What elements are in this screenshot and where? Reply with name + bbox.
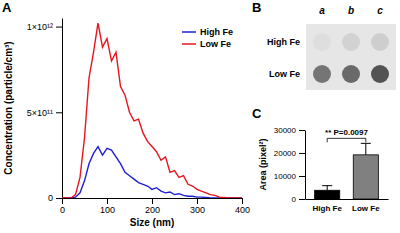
tick-mark [56,112,62,113]
blot-dot [313,65,331,83]
axis-line [305,131,306,200]
panel-letter: B [252,0,261,15]
tick-label: 0 [48,193,53,203]
tick-label: 400 [235,205,250,215]
blot-dots [313,33,389,83]
plot-lines [62,23,242,198]
axis-line [306,199,389,200]
blot-dot [371,33,389,51]
legend: High Fe Low Fe [182,27,233,49]
bar [353,155,378,199]
panel-letter: A [2,0,12,15]
axis-line [62,19,63,199]
tick: 200 [145,198,160,215]
tick-label: 5×10¹¹ [27,108,53,118]
tick: 300 [190,198,205,215]
blot-dot [342,33,360,51]
annotation: ** P=0.0097 [325,128,368,137]
figure: A 0 100 200 300 400 0 5×10¹¹ 1×10¹² Size (nm) Conc… [0,0,400,233]
plot-bars [315,143,379,199]
significance-bracket [327,138,366,142]
tick-mark [242,198,243,204]
y-axis: 0 10000 20000 30000 [274,126,306,204]
tick-label: 20000 [274,149,297,158]
tick-label: 200 [145,205,160,215]
tick-label: 300 [190,205,205,215]
column-label: c [377,5,383,16]
blot-dot [313,33,331,51]
line [62,23,242,198]
panel-c: C 0 10000 20000 30000 High Fe Low Fe Area (pixe… [252,106,389,213]
y-axis: 0 5×10¹¹ 1×10¹² [27,19,63,204]
column-label: a [319,5,325,16]
error-bar [322,186,332,191]
tick-mark [152,198,153,204]
y-axis-title: Concentration (particle/cm³) [3,41,14,174]
tick-label: High Fe [313,204,343,213]
tick: 30000 [274,126,305,135]
tick: High Fe [313,199,343,213]
column-label: b [348,5,354,16]
y-axis-title: Area (pixel²) [258,138,268,190]
tick-mark [62,198,63,204]
legend-swatch [182,31,196,33]
legend-label: Low Fe [200,39,231,49]
bar [315,190,340,199]
tick: 0 [48,193,62,203]
blot-dot [371,65,389,83]
tick-mark [299,130,305,131]
panel-a: A 0 100 200 300 400 0 5×10¹¹ 1×10¹² Size (nm) Conc… [2,0,250,228]
line [62,147,242,198]
panel-letter: C [252,106,262,121]
row-label: High Fe [267,37,300,47]
tick: 0 [292,195,305,204]
blot-dot [342,65,360,83]
tick-label: Low Fe [352,204,380,213]
row-label: Low Fe [269,69,300,79]
tick-mark [299,199,305,200]
tick-mark [56,27,62,28]
tick-label: 1×10¹² [27,22,53,32]
tick-label: 10000 [274,172,297,181]
error-bar [361,143,371,155]
tick: 10000 [274,172,305,181]
tick-label: 30000 [274,126,297,135]
x-axis: High Fe Low Fe [306,199,389,213]
tick-mark [299,153,305,154]
tick-label: 0 [292,195,297,204]
x-axis-title: Size (nm) [130,217,174,228]
tick-mark [299,176,305,177]
legend-label: High Fe [200,27,233,37]
tick-mark [197,198,198,204]
tick: 5×10¹¹ [27,108,62,118]
tick-label: 0 [60,205,65,215]
tick: 100 [100,198,115,215]
tick: 400 [235,198,250,215]
tick: Low Fe [352,199,380,213]
tick-mark [107,198,108,204]
tick-label: 100 [100,205,115,215]
tick-mark [56,198,62,199]
tick: 1×10¹² [27,22,62,32]
tick: 20000 [274,149,305,158]
panel-b: Ba b c High Fe Low Fe [252,0,396,90]
x-axis: 0 100 200 300 400 [60,198,250,215]
legend-swatch [182,43,196,45]
blot-membrane [306,24,396,90]
tick: 0 [60,198,65,215]
